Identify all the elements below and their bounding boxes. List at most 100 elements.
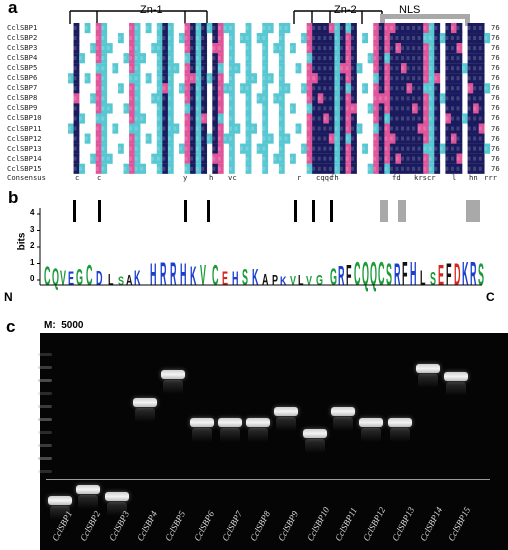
alignment-cell: [401, 23, 407, 34]
alignment-cell: [301, 83, 307, 94]
alignment-cell: [317, 123, 324, 134]
logo-axis: [37, 208, 482, 286]
alignment-cell: [417, 113, 424, 124]
alignment-cell: [95, 103, 102, 114]
alignment-cell: [134, 123, 141, 134]
alignment-cell: [201, 53, 208, 64]
alignment-cell: [312, 133, 319, 144]
alignment-cell: [406, 43, 413, 54]
alignment-cell: [334, 63, 341, 74]
alignment-cell: [84, 133, 91, 144]
alignment-cell: [345, 153, 352, 164]
alignment-cell: [262, 143, 269, 154]
alignment-cell: [278, 63, 285, 74]
alignment-cell: [245, 83, 252, 94]
alignment-cell: [106, 153, 113, 164]
alignment-cell: [195, 33, 202, 44]
alignment-cell: [73, 63, 80, 74]
alignment-cell: [473, 93, 479, 104]
alignment-cell: [450, 53, 457, 64]
alignment-cell: [401, 63, 407, 74]
logo-letter: V: [306, 274, 312, 288]
logo-letter: V: [290, 274, 296, 288]
alignment-cell: [339, 43, 346, 54]
alignment-cell: [262, 53, 269, 64]
alignment-cell: [162, 143, 169, 154]
alignment-cell: [401, 53, 407, 64]
alignment-cell: [101, 133, 108, 144]
alignment-cell: [401, 103, 407, 114]
alignment-cell: [212, 133, 219, 144]
alignment-cell: [156, 153, 163, 164]
alignment-cell: [401, 133, 407, 144]
alignment-cell: [162, 83, 169, 94]
alignment-cell: [456, 93, 463, 104]
alignment-cell: [412, 73, 418, 84]
lane-label: CclSBP5: [163, 509, 188, 543]
alignment-cell: [134, 63, 141, 74]
alignment-cell: [90, 93, 97, 104]
alignment-cell: [162, 63, 169, 74]
sequence-name: CclSBP1: [7, 23, 38, 32]
alignment-cell: [351, 123, 357, 134]
alignment-cell: [217, 23, 224, 34]
alignment-cell: [434, 23, 441, 34]
consensus-mark: fd: [392, 173, 401, 182]
ladder-band: [38, 379, 52, 382]
alignment-cell: [167, 43, 174, 54]
alignment-cell: [156, 53, 163, 64]
alignment-cell: [351, 63, 357, 74]
alignment-cell: [401, 43, 407, 54]
alignment-cell: [412, 153, 418, 164]
alignment-cell: [306, 63, 313, 74]
alignment-cell: [129, 53, 135, 64]
logo-letter: E: [68, 268, 74, 290]
alignment-cell: [278, 73, 285, 84]
alignment-cell: [395, 123, 402, 134]
alignment-cell: [389, 43, 396, 54]
alignment-cell: [428, 153, 435, 164]
alignment-cell: [467, 163, 474, 174]
alignment-cell: [73, 43, 80, 54]
alignment-cell: [73, 103, 80, 114]
alignment-cell: [129, 123, 135, 134]
logo-letter: R: [394, 256, 401, 291]
logo-letter: P: [272, 272, 278, 289]
alignment-cell: [434, 33, 441, 44]
nls-bar-end: [380, 14, 385, 26]
sequence-length: 76: [491, 33, 500, 43]
alignment-cell: [351, 83, 357, 94]
alignment-cell: [195, 143, 202, 154]
conserved-marker: [330, 200, 333, 222]
lane-label: CclSBP8: [248, 509, 273, 543]
logo-letter: H: [232, 268, 238, 290]
alignment-cell: [339, 103, 346, 114]
alignment-cell: [306, 103, 313, 114]
alignment-cell: [339, 133, 346, 144]
alignment-cell: [412, 163, 418, 174]
alignment-cell: [245, 93, 252, 104]
alignment-cell: [456, 33, 463, 44]
alignment-cell: [339, 123, 346, 134]
alignment-cell: [101, 103, 108, 114]
alignment-cell: [434, 53, 441, 64]
alignment-cell: [206, 73, 213, 84]
alignment-cell: [262, 73, 269, 84]
alignment-cell: [156, 133, 163, 144]
lane-label: CclSBP11: [333, 505, 359, 543]
alignment-cell: [384, 133, 391, 144]
alignment-cell: [373, 43, 380, 54]
alignment-cell: [317, 153, 324, 164]
alignment-cell: [395, 63, 402, 74]
alignment-cell: [323, 123, 330, 134]
alignment-cell: [401, 73, 407, 84]
alignment-cell: [134, 73, 141, 84]
alignment-cell: [406, 153, 413, 164]
alignment-cell: [184, 93, 191, 104]
alignment-cell: [212, 113, 219, 124]
alignment-cell: [212, 73, 219, 84]
alignment-cell: [351, 153, 357, 164]
alignment-cell: [167, 123, 174, 134]
alignment-cell: [278, 143, 285, 154]
